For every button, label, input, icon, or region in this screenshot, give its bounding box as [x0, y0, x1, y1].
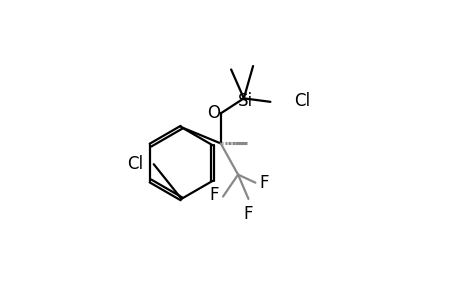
- Text: F: F: [243, 205, 252, 223]
- Text: F: F: [209, 186, 218, 204]
- Text: O: O: [207, 104, 220, 122]
- Text: Cl: Cl: [127, 155, 143, 173]
- Text: Si: Si: [237, 92, 252, 110]
- Text: Cl: Cl: [294, 92, 310, 110]
- Text: F: F: [259, 174, 269, 192]
